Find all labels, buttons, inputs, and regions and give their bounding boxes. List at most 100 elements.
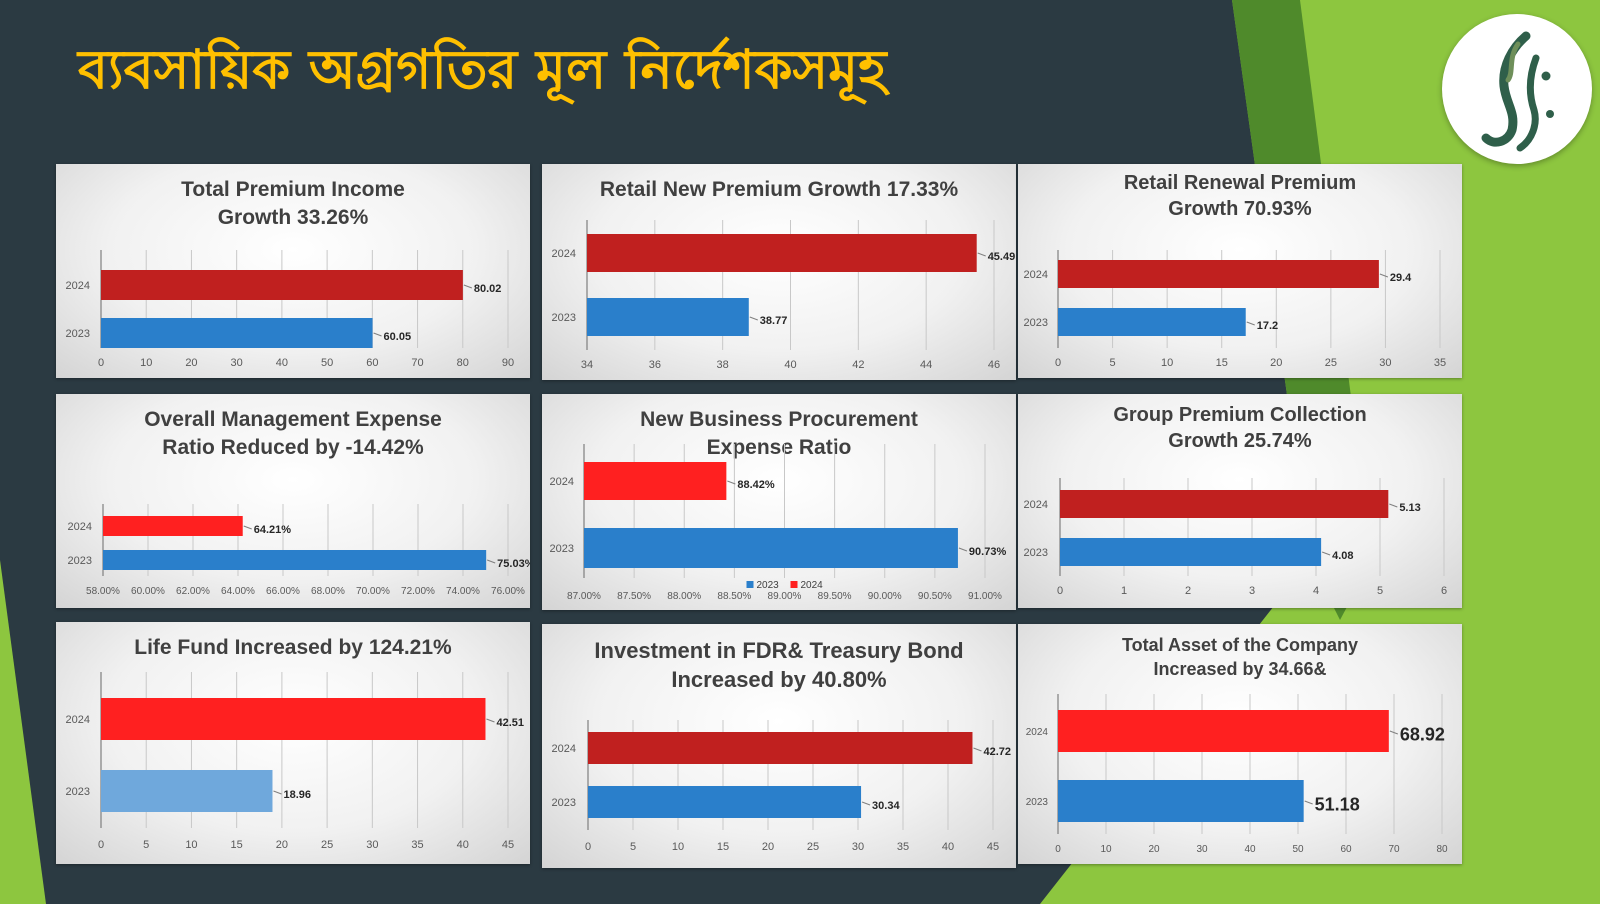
data-label: 90.73% [969, 546, 1007, 558]
chart-plot: 0 1 2 3 4 5 6 2024 5.13 2023 4.08 [1024, 478, 1447, 597]
x-tick-label: 1 [1121, 585, 1127, 597]
bar-2023 [103, 550, 487, 570]
chart-plot: 0 10 20 30 40 50 60 70 80 90 2024 80.02 2023 60.05 [66, 250, 514, 369]
legend-label: 2023 [757, 580, 780, 591]
x-tick-label: 74.00% [446, 586, 480, 597]
bar-2024 [1060, 490, 1389, 518]
x-tick-label: 45 [987, 841, 999, 853]
bar-2024 [101, 270, 463, 300]
bar-2024 [1058, 710, 1389, 752]
x-tick-label: 76.00% [491, 586, 525, 597]
category-label: 2023 [1024, 547, 1048, 559]
leader-line [1304, 800, 1313, 805]
leader-line [749, 316, 758, 321]
x-tick-label: 0 [98, 357, 104, 369]
data-label: 18.96 [283, 789, 311, 801]
category-label: 2023 [1024, 317, 1048, 329]
x-tick-label: 80 [1436, 844, 1448, 855]
x-tick-label: 20 [1270, 357, 1282, 369]
x-tick-label: 30 [852, 841, 864, 853]
category-label: 2023 [66, 786, 90, 798]
data-label: 38.77 [760, 315, 788, 327]
bar-2023 [587, 298, 749, 336]
x-tick-label: 60.00% [131, 586, 165, 597]
calligraphy-logo-icon [1481, 31, 1554, 152]
x-tick-label: 90.50% [918, 591, 952, 602]
x-tick-label: 5 [630, 841, 636, 853]
x-tick-label: 10 [185, 839, 197, 851]
x-tick-label: 90.00% [868, 591, 902, 602]
chart-panel-new-business-procurement: New Business Procurement Expense Ratio 8… [542, 394, 1016, 610]
chart-plot: 0 10 20 30 40 50 60 70 80 2024 68.92 2023 51.18 [1026, 694, 1448, 855]
x-tick-label: 80 [457, 357, 469, 369]
category-label: 2023 [66, 328, 90, 340]
bar-2023 [101, 318, 373, 348]
x-tick-label: 50 [1292, 844, 1304, 855]
logo [1442, 14, 1592, 164]
x-tick-label: 88.50% [717, 591, 751, 602]
leader-line [486, 718, 495, 723]
x-tick-label: 40 [457, 839, 469, 851]
bar-2023 [584, 528, 958, 568]
category-label: 2023 [552, 312, 576, 324]
data-label: 4.08 [1332, 550, 1353, 562]
x-tick-label: 88.00% [667, 591, 701, 602]
chart-title: Total Asset of the Company Increased by … [1121, 635, 1359, 679]
category-label: 2024 [552, 743, 576, 755]
chart-title: Group Premium Collection Growth 25.74% [1113, 404, 1367, 453]
data-label: 17.2 [1257, 320, 1278, 332]
x-tick-label: 15 [1216, 357, 1228, 369]
x-tick-label: 90 [502, 357, 514, 369]
data-label: 45.49 [988, 251, 1016, 263]
bar-2024 [1058, 260, 1379, 288]
data-label: 51.18 [1315, 794, 1360, 814]
chart-title: Retail New Premium Growth 17.33% [599, 178, 959, 201]
leader-line [977, 252, 986, 257]
x-tick-label: 89.50% [818, 591, 852, 602]
category-label: 2024 [1024, 499, 1048, 511]
x-tick-label: 30 [1379, 357, 1391, 369]
data-label: 88.42% [737, 479, 775, 491]
x-tick-label: 6 [1441, 585, 1447, 597]
leader-line [727, 480, 736, 485]
x-tick-label: 64.00% [221, 586, 255, 597]
data-label: 60.05 [384, 331, 412, 343]
x-tick-label: 0 [1057, 585, 1063, 597]
x-tick-label: 50 [321, 357, 333, 369]
leader-line [373, 332, 382, 337]
bar-2023 [1058, 780, 1304, 822]
x-tick-label: 70.00% [356, 586, 390, 597]
x-tick-label: 60 [1340, 844, 1352, 855]
bar-2023 [1060, 538, 1322, 566]
x-tick-label: 0 [585, 841, 591, 853]
chart-panel-retail-new-premium: Retail New Premium Growth 17.33% 34 36 38 4… [542, 164, 1016, 380]
chart-plot: 0 5 10 15 20 25 30 35 2024 29.4 2023 17.2 [1024, 250, 1446, 369]
bar-2024 [101, 698, 486, 740]
data-label: 80.02 [474, 283, 502, 295]
category-label: 2024 [552, 248, 576, 260]
x-tick-label: 40 [784, 359, 796, 371]
x-tick-label: 0 [1055, 357, 1061, 369]
chart-plot: 87.00% 87.50% 88.00% 88.50% 89.00% 89.50% 90.0… [550, 444, 1007, 602]
x-tick-label: 34 [581, 359, 593, 371]
category-label: 2023 [550, 543, 574, 555]
x-tick-label: 25 [807, 841, 819, 853]
category-label: 2023 [552, 797, 576, 809]
x-tick-label: 60 [366, 357, 378, 369]
category-label: 2024 [66, 280, 90, 292]
x-tick-label: 42 [852, 359, 864, 371]
x-tick-label: 35 [1434, 357, 1446, 369]
chart-plot: 58.00% 60.00% 62.00% 64.00% 66.00% 68.00% 70.0… [68, 504, 530, 597]
x-tick-label: 25 [321, 839, 333, 851]
x-tick-label: 25 [1325, 357, 1337, 369]
x-tick-label: 66.00% [266, 586, 300, 597]
chart-panel-total-premium-income: Total Premium Income Growth 33.26% 0 10 20… [56, 164, 530, 378]
legend-swatch [790, 581, 798, 588]
x-tick-label: 44 [920, 359, 932, 371]
category-label: 2024 [1024, 269, 1048, 281]
leader-line [1321, 551, 1331, 556]
x-tick-label: 20 [762, 841, 774, 853]
category-label: 2024 [1026, 727, 1049, 738]
x-tick-label: 40 [276, 357, 288, 369]
legend-label: 2024 [801, 580, 824, 591]
